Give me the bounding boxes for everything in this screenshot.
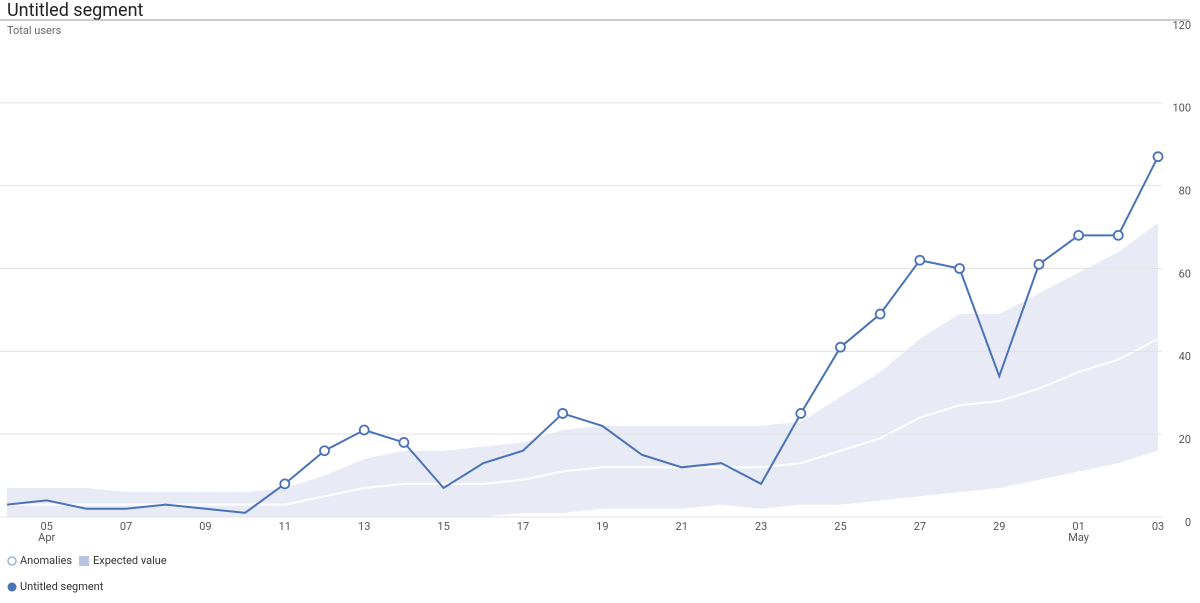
x-tick-label: 13 (358, 520, 370, 533)
y-tick-label: 80 (1179, 185, 1191, 198)
anomaly-point (795, 408, 807, 419)
anomaly-point (1152, 151, 1164, 163)
legend-icon (7, 556, 17, 566)
y-tick-label: 0 (1185, 516, 1191, 529)
anomaly-point (914, 254, 926, 266)
x-tick-label: 07 (120, 520, 132, 533)
x-tick-label: 17 (517, 520, 529, 533)
legend-label: Untitled segment (20, 580, 104, 593)
x-tick-label: 11 (279, 520, 291, 533)
legend-icon (7, 582, 17, 592)
legend-label: Anomalies (20, 554, 72, 567)
anomaly-point (874, 308, 886, 320)
x-tick-label: 23 (755, 520, 767, 533)
data-line (6, 156, 1159, 514)
y-tick-label: 60 (1179, 267, 1191, 280)
x-tick-label: 01 (1072, 520, 1084, 533)
plot-area (7, 222, 1159, 517)
x-tick-label: 09 (199, 520, 211, 533)
x-tick-label: 15 (437, 520, 449, 533)
y-tick-label: 40 (1179, 350, 1191, 363)
expected-band (7, 222, 1158, 517)
x-tick-label: 19 (596, 520, 608, 533)
x-tick-label: 25 (834, 520, 846, 533)
anomaly-point (835, 341, 846, 353)
expected-line (7, 338, 1159, 506)
x-tick-label: 29 (993, 520, 1005, 533)
y-tick-label: 120 (1172, 19, 1191, 32)
x-month-label: May (1068, 531, 1090, 544)
anomaly-point (358, 424, 370, 436)
x-tick-label: 21 (676, 520, 688, 533)
legend: Anomalies Expected value Untitled segmen… (7, 554, 167, 593)
legend-icon (79, 556, 89, 566)
anomaly-point (1033, 258, 1045, 270)
x-tick-label: 27 (914, 520, 926, 533)
x-tick-label: 05 (41, 520, 53, 533)
legend-label: Expected value (93, 554, 167, 567)
y-tick-label: 100 (1172, 102, 1191, 115)
x-month-label: Apr (38, 531, 55, 544)
anomaly-point (557, 408, 569, 419)
chart-title: Untitled segment (7, 0, 144, 21)
x-tick-label: 03 (1152, 520, 1164, 533)
anomaly-point (1073, 229, 1085, 241)
anomaly-point (954, 263, 965, 274)
y-tick-label: 20 (1179, 433, 1191, 446)
anomaly-point (398, 437, 410, 448)
anomaly-point (319, 445, 330, 457)
anomaly-point (279, 478, 291, 490)
chart-subtitle: Total users (7, 24, 62, 37)
anomaly-point (1112, 229, 1124, 241)
